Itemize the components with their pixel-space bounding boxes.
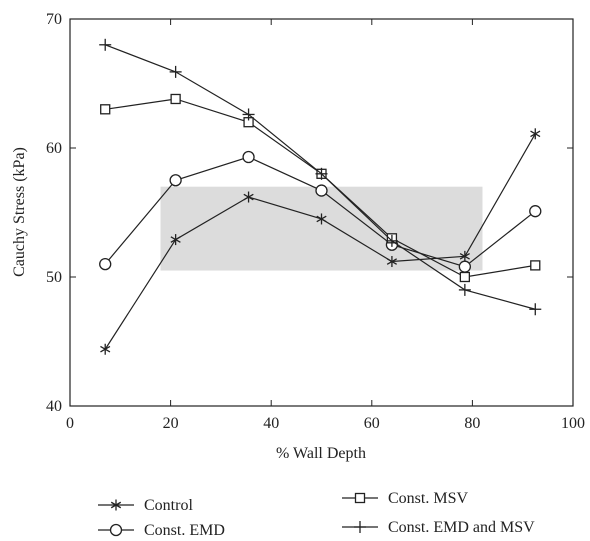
y-tick-label: 50 [46,269,62,286]
series-const-emd-and-msv [99,38,542,316]
data-point-const-emd [99,257,112,271]
legend-item-const-emd: Const. EMD [98,522,225,539]
y-axis-label: Cauchy Stress (kPa) [11,147,28,277]
data-point-const-emd-and-msv [458,283,471,296]
x-tick-label: 0 [66,415,74,432]
legend-label: Control [144,497,193,514]
data-point-control [243,191,254,203]
x-tick-label: 60 [364,415,380,432]
series-layer [99,38,542,355]
data-point-const-msv [100,104,111,115]
legend-marker-const-emd-and-msv [354,521,366,533]
legend-item-const-msv: Const. MSV [342,490,468,507]
legend: Control Const. EMD Const. MSV Const. EMD an… [98,490,535,539]
y-tick-label: 60 [46,140,62,157]
data-point-const-emd [458,260,472,273]
legend-item-control: Control [98,497,193,514]
data-point-control [316,213,327,225]
legend-marker-const-emd [109,523,123,537]
data-point-const-msv [530,260,541,271]
data-point-control [530,128,541,140]
data-point-const-emd-and-msv [99,38,112,51]
shaded-region-layer [160,186,483,271]
legend-marker-control [110,499,122,511]
legend-marker-const-msv [354,492,366,504]
x-tick-label: 20 [163,415,179,432]
data-point-const-emd-and-msv [242,108,255,121]
axis-ticks: 0 20 40 60 80 100 40 50 60 70 [46,11,585,432]
legend-item-const-emd-and-msv: Const. EMD and MSV [342,519,535,536]
data-point-const-emd-and-msv [169,65,182,78]
data-point-control [459,250,470,262]
data-point-const-msv [170,93,181,105]
x-tick-label: 100 [561,415,585,432]
x-tick-label: 40 [263,415,279,432]
data-point-control [100,343,111,355]
data-point-control [386,256,398,268]
data-point-const-emd [169,174,182,187]
x-axis-label: % Wall Depth [276,445,366,462]
data-point-const-emd-and-msv [385,234,398,247]
data-point-const-emd [242,150,255,164]
y-tick-label: 70 [46,11,62,28]
data-point-const-msv [459,271,471,283]
legend-label: Const. EMD and MSV [388,519,535,536]
data-point-const-emd-and-msv [315,167,328,180]
y-tick-label: 40 [46,398,62,415]
data-point-control [170,234,181,246]
data-point-const-emd-and-msv [529,303,542,316]
legend-label: Const. MSV [388,490,468,507]
legend-label: Const. EMD [144,522,225,539]
data-point-const-emd [529,205,542,218]
shaded-region [160,186,483,271]
x-tick-label: 80 [464,415,480,432]
plot-frame [69,18,574,407]
series-control [100,128,541,355]
data-point-const-emd [315,184,328,197]
